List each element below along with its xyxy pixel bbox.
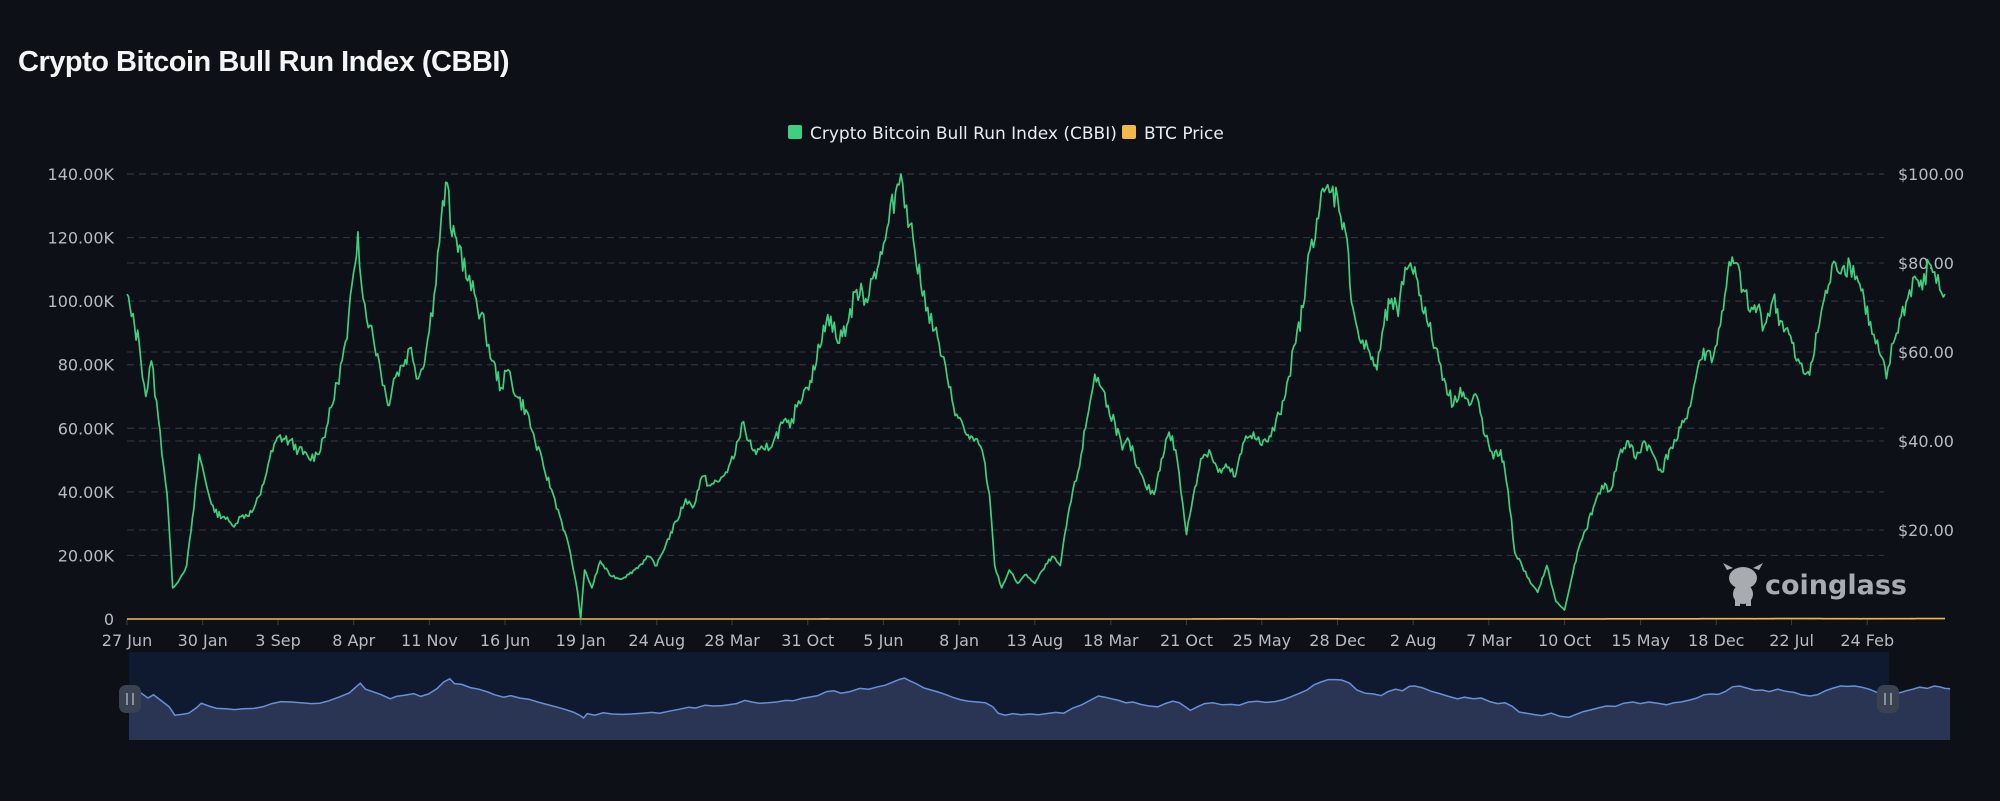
gridlines xyxy=(127,173,1884,620)
x-tick-label: 8 Jan xyxy=(939,631,979,650)
left-axis: 0 20.00K 40.00K 60.00K 80.00K 100.00K 120.00K 1… xyxy=(48,165,115,629)
x-tick-label: 19 Jan xyxy=(556,631,606,650)
x-tick-label: 10 Oct xyxy=(1538,631,1591,650)
x-tick-label: 28 Dec xyxy=(1309,631,1365,650)
x-tick-label: 5 Jun xyxy=(863,631,903,650)
x-tick-label: 11 Nov xyxy=(401,631,458,650)
slider-area xyxy=(129,678,1951,740)
right-tick-label: $20.00 xyxy=(1898,521,1954,540)
brand-watermark: coinglass xyxy=(1723,563,1907,606)
series-line-cbbi xyxy=(126,173,1946,620)
x-tick-label: 28 Mar xyxy=(704,631,760,650)
right-tick-label: $80.00 xyxy=(1898,254,1954,273)
x-tick-label: 24 Aug xyxy=(628,631,685,650)
left-tick-label: 120.00K xyxy=(48,229,115,248)
range-slider[interactable] xyxy=(119,652,1951,740)
legend-swatch-btc xyxy=(1122,125,1136,139)
slider-handle-right[interactable] xyxy=(1877,685,1899,713)
plot-area xyxy=(126,173,1946,620)
left-tick-label: 20.00K xyxy=(58,546,115,565)
x-tick-label: 8 Apr xyxy=(332,631,375,650)
x-tick-label: 13 Aug xyxy=(1006,631,1063,650)
left-tick-label: 0 xyxy=(104,610,114,629)
brand-name: coinglass xyxy=(1765,570,1907,601)
slider-line xyxy=(128,677,1951,720)
x-tick-label: 18 Mar xyxy=(1083,631,1139,650)
x-tick-label: 18 Dec xyxy=(1688,631,1744,650)
slider-handle-left[interactable] xyxy=(119,685,141,713)
x-tick-label: 25 May xyxy=(1233,631,1292,650)
x-tick-label: 7 Mar xyxy=(1466,631,1512,650)
right-tick-label: $100.00 xyxy=(1898,165,1964,184)
x-tick-label: 22 Jul xyxy=(1769,631,1814,650)
page-title: Crypto Bitcoin Bull Run Index (CBBI) xyxy=(18,46,510,78)
x-tick-label: 27 Jun xyxy=(102,631,152,650)
right-tick-label: $40.00 xyxy=(1898,432,1954,451)
left-tick-label: 80.00K xyxy=(58,356,115,375)
left-tick-label: 100.00K xyxy=(48,292,115,311)
x-axis: 27 Jun 30 Jan 3 Sep 8 Apr 11 Nov 16 Jun 19 Jan… xyxy=(102,618,1894,650)
x-tick-label: 2 Aug xyxy=(1390,631,1437,650)
legend-label-cbbi: Crypto Bitcoin Bull Run Index (CBBI) xyxy=(810,124,1117,144)
left-tick-label: 60.00K xyxy=(58,419,115,438)
x-tick-label: 31 Oct xyxy=(781,631,834,650)
right-tick-label: $60.00 xyxy=(1898,343,1954,362)
x-tick-label: 24 Feb xyxy=(1840,631,1894,650)
legend-swatch-cbbi xyxy=(788,125,802,139)
right-axis: $20.00 $40.00 $60.00 $80.00 $100.00 xyxy=(1898,165,1964,540)
x-tick-label: 16 Jun xyxy=(480,631,530,650)
x-tick-label: 30 Jan xyxy=(178,631,228,650)
bull-mascot-icon xyxy=(1723,563,1763,606)
left-tick-label: 40.00K xyxy=(58,483,115,502)
left-tick-label: 140.00K xyxy=(48,165,115,184)
x-tick-label: 21 Oct xyxy=(1160,631,1213,650)
legend: Crypto Bitcoin Bull Run Index (CBBI) BTC… xyxy=(788,124,1224,144)
x-tick-label: 15 May xyxy=(1611,631,1670,650)
x-tick-label: 3 Sep xyxy=(255,631,300,650)
legend-label-btc: BTC Price xyxy=(1144,124,1224,144)
legend-item-btc[interactable]: BTC Price xyxy=(1122,124,1224,144)
legend-item-cbbi[interactable]: Crypto Bitcoin Bull Run Index (CBBI) xyxy=(788,124,1117,144)
